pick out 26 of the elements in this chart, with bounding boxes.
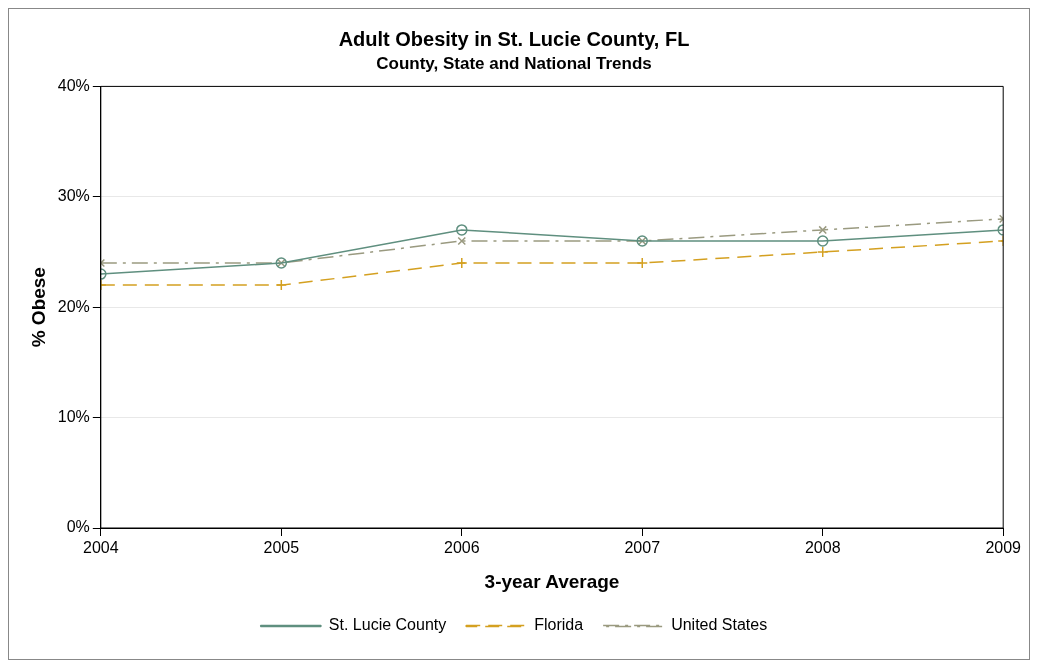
point <box>275 279 288 291</box>
point <box>457 236 467 246</box>
legend-label: St. Lucie County <box>328 616 447 634</box>
point <box>818 225 828 235</box>
y-tick-label: 10% <box>57 408 90 426</box>
point <box>816 235 829 247</box>
point <box>636 257 648 269</box>
x-tick-label: 2009 <box>985 539 1022 557</box>
legend-label: United States <box>671 616 768 634</box>
y-tick-label: 40% <box>57 76 90 94</box>
point <box>816 246 829 258</box>
x-tick-label: 2006 <box>443 539 480 557</box>
point <box>456 224 468 236</box>
chart-title: Adult Obesity in St. Lucie County, FL <box>338 27 690 50</box>
x-tick-label: 2008 <box>804 539 841 557</box>
x-tick-label: 2005 <box>263 539 300 557</box>
y-tick-label: 20% <box>57 297 90 315</box>
point <box>456 257 468 269</box>
x-tick-label: 2007 <box>624 539 661 557</box>
y-tick-label: 30% <box>57 187 90 205</box>
x-axis-title: 3-year Average <box>484 570 620 592</box>
y-tick-label: 0% <box>66 518 90 536</box>
legend-label: Florida <box>534 616 584 634</box>
chart-subtitle: County, State and National Trends <box>376 53 652 73</box>
y-axis-title: % Obese <box>27 267 49 348</box>
x-tick-label: 2004 <box>83 539 119 557</box>
